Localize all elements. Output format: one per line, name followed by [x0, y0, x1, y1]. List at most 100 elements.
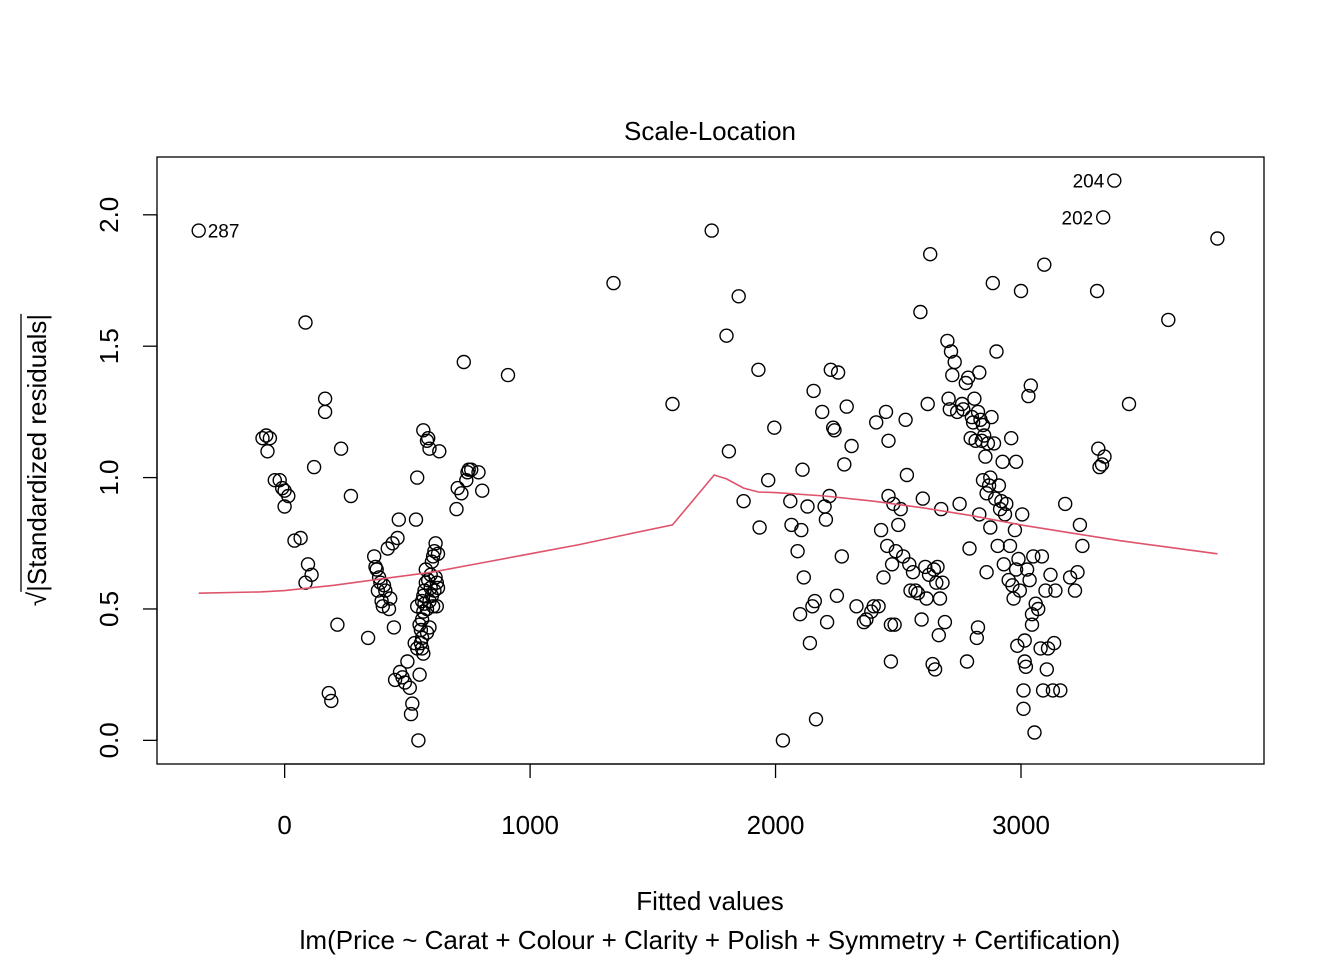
- data-point: [1018, 659, 1034, 674]
- data-point: [1072, 517, 1088, 533]
- data-point: [921, 567, 937, 582]
- data-point: [962, 541, 977, 556]
- data-point: [1210, 231, 1225, 246]
- data-point: [930, 559, 945, 575]
- chart-title: Scale-Location: [624, 116, 796, 146]
- data-point: [991, 478, 1007, 493]
- data-point: [905, 565, 921, 580]
- data-point: [783, 494, 798, 509]
- data-point: [432, 444, 447, 459]
- data-point: [792, 607, 808, 622]
- y-axis: 0.0 0.5 1.0 1.5 2.0: [94, 197, 158, 758]
- data-point: [403, 706, 419, 722]
- data-point: [866, 599, 881, 614]
- data-point: [972, 365, 987, 380]
- data-point: [883, 617, 899, 632]
- data-point: [1037, 257, 1052, 272]
- data-point: [1021, 388, 1036, 404]
- data-point: [1015, 507, 1030, 522]
- data-point: [932, 591, 948, 606]
- data-point: [1033, 641, 1048, 656]
- data-point: [1024, 617, 1040, 632]
- data-point: [277, 499, 292, 514]
- subtitle: lm(Price ~ Carat + Colour + Clarity + Po…: [300, 925, 1121, 955]
- data-point: [1039, 662, 1055, 677]
- point-label: 287: [208, 222, 240, 243]
- data-point: [996, 557, 1011, 572]
- y-axis-label-text: |Standardized residuals|: [22, 314, 52, 592]
- data-point: [267, 473, 282, 488]
- data-point: [937, 614, 953, 630]
- data-point: [262, 431, 278, 446]
- data-point: [475, 483, 490, 498]
- data-point: [383, 591, 398, 606]
- data-point: [405, 696, 420, 711]
- data-point: [908, 583, 923, 598]
- data-point: [360, 630, 376, 646]
- data-point: [910, 586, 926, 601]
- data-point: [317, 404, 333, 420]
- data-point: [981, 478, 997, 493]
- data-point: [956, 402, 971, 417]
- data-point: [995, 454, 1010, 469]
- x-axis-label: Fitted values: [636, 886, 783, 916]
- data-point: [979, 486, 994, 501]
- data-point: [736, 494, 751, 509]
- data-point: [751, 362, 766, 377]
- data-point: [829, 588, 845, 603]
- data-point: [834, 549, 849, 564]
- data-point: [1019, 562, 1035, 577]
- data-point: [1048, 583, 1063, 598]
- data-point: [802, 635, 818, 651]
- data-point: [1016, 701, 1031, 716]
- data-point: [940, 333, 955, 349]
- data-point: [975, 417, 991, 433]
- data-point: [721, 444, 737, 459]
- data-point: [871, 599, 886, 614]
- data-point: [884, 557, 900, 572]
- data-point: [997, 507, 1013, 522]
- data-point: [304, 567, 319, 582]
- data-point: [391, 512, 406, 527]
- data-point: [950, 404, 965, 420]
- data-point: [929, 575, 944, 590]
- data-point: [1030, 601, 1046, 617]
- data-point: [386, 620, 402, 635]
- data-point: [719, 328, 734, 343]
- data-point: [456, 354, 471, 370]
- data-point: [1002, 538, 1018, 554]
- data-point: [927, 662, 943, 677]
- data-point: [979, 565, 994, 580]
- data-point: [1107, 173, 1122, 188]
- data-point: [414, 641, 430, 656]
- data-point: [430, 580, 446, 596]
- data-point: [321, 685, 336, 701]
- data-point: [259, 428, 274, 443]
- data-point: [1043, 567, 1058, 582]
- data-point: [606, 275, 621, 291]
- data-point: [1008, 454, 1024, 469]
- data-point: [837, 457, 852, 472]
- data-point: [411, 733, 426, 748]
- data-point: [380, 541, 395, 556]
- data-point: [819, 614, 835, 630]
- data-point: [972, 507, 987, 522]
- data-point: [665, 396, 680, 412]
- data-point: [839, 399, 854, 414]
- data-point: [731, 289, 746, 304]
- data-point: [986, 436, 1002, 451]
- data-point: [969, 630, 984, 646]
- data-point: [952, 496, 967, 512]
- data-point: [902, 557, 917, 572]
- data-point: [1053, 683, 1068, 698]
- data-point: [978, 449, 993, 464]
- data-point: [385, 536, 400, 551]
- data-points: [191, 173, 1225, 748]
- y-axis-label-root: √: [22, 591, 52, 606]
- data-point: [402, 680, 417, 695]
- data-point: [306, 459, 322, 475]
- data-point: [947, 354, 962, 370]
- data-point: [980, 436, 996, 451]
- y-tick-label: 0.5: [94, 591, 124, 627]
- data-point: [1070, 565, 1085, 580]
